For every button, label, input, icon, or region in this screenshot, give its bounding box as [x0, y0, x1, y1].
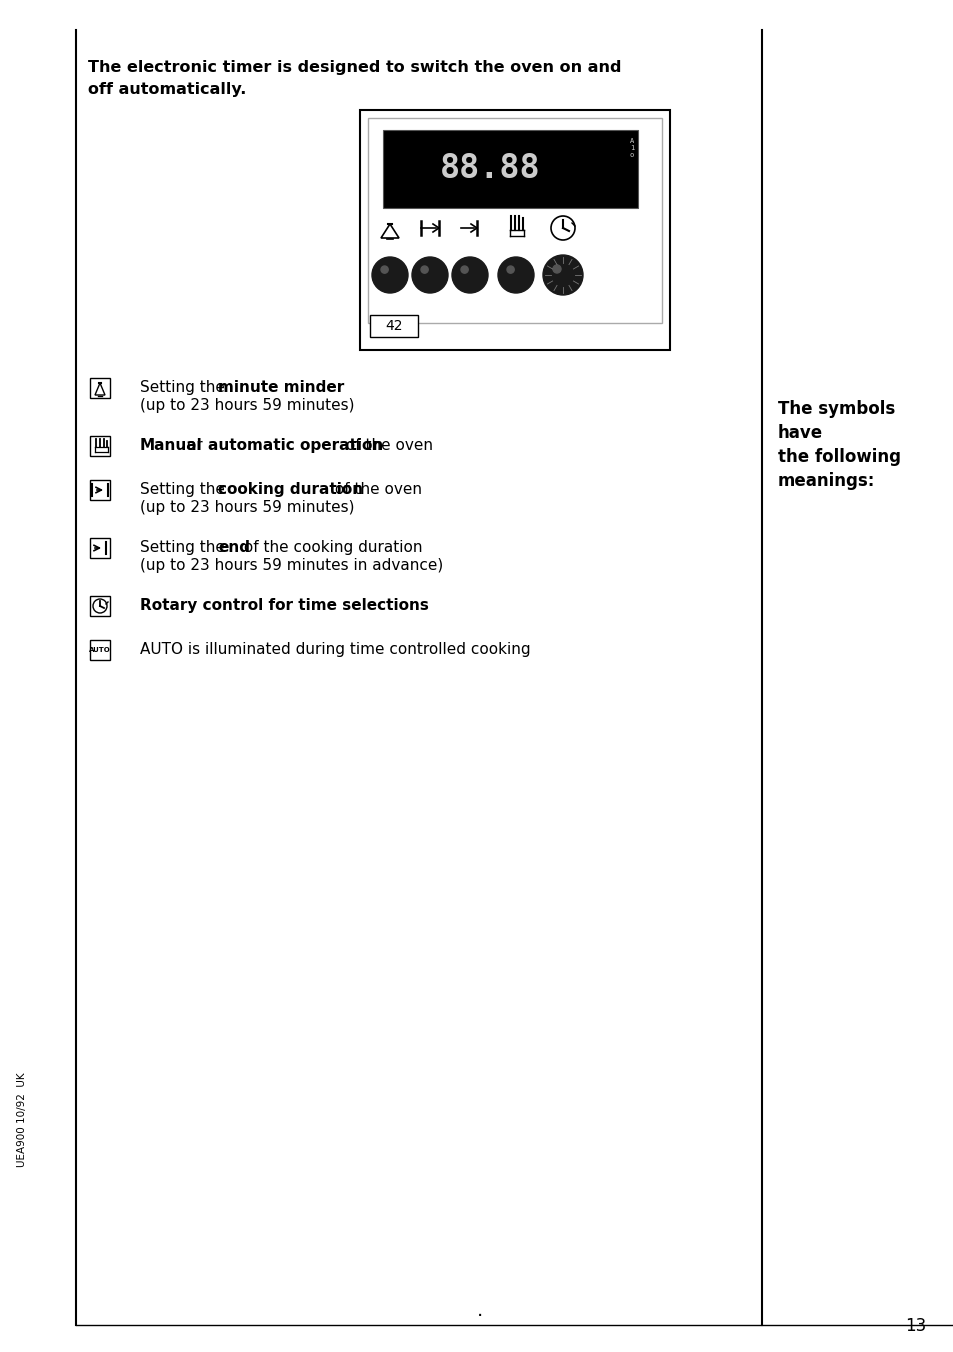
- Text: The symbols: The symbols: [778, 400, 894, 418]
- Text: of the cooking duration: of the cooking duration: [239, 539, 422, 556]
- Circle shape: [372, 257, 408, 293]
- Bar: [382, 130, 638, 208]
- Bar: [90, 435, 110, 456]
- Text: 42: 42: [385, 319, 402, 333]
- Text: UEA900 10/92  UK: UEA900 10/92 UK: [17, 1072, 27, 1167]
- Text: the following: the following: [778, 448, 900, 466]
- Text: of the oven: of the oven: [330, 483, 421, 498]
- Bar: [90, 639, 110, 660]
- Text: Manual: Manual: [140, 438, 203, 453]
- Circle shape: [506, 266, 514, 273]
- Text: 13: 13: [904, 1317, 925, 1334]
- Bar: [90, 538, 110, 558]
- Text: A
1
o: A 1 o: [629, 138, 634, 158]
- Circle shape: [542, 256, 582, 295]
- Text: AUTO is illuminated during time controlled cooking: AUTO is illuminated during time controll…: [140, 642, 530, 657]
- Circle shape: [420, 266, 428, 273]
- Bar: [90, 480, 110, 500]
- Text: (up to 23 hours 59 minutes in advance): (up to 23 hours 59 minutes in advance): [140, 558, 443, 573]
- Text: end: end: [218, 539, 250, 556]
- Text: of the oven: of the oven: [340, 438, 433, 453]
- Text: minute minder: minute minder: [218, 380, 344, 395]
- Text: (up to 23 hours 59 minutes): (up to 23 hours 59 minutes): [140, 500, 355, 515]
- Text: automatic operation: automatic operation: [208, 438, 383, 453]
- Text: Setting the: Setting the: [140, 380, 230, 395]
- Circle shape: [553, 265, 560, 273]
- Text: cooking duration: cooking duration: [218, 483, 363, 498]
- Circle shape: [380, 266, 388, 273]
- Circle shape: [452, 257, 488, 293]
- Text: (up to 23 hours 59 minutes): (up to 23 hours 59 minutes): [140, 397, 355, 412]
- Text: meanings:: meanings:: [778, 472, 875, 489]
- Text: AUTO: AUTO: [89, 648, 111, 653]
- Text: The electronic timer is designed to switch the oven on and: The electronic timer is designed to swit…: [88, 59, 620, 74]
- Circle shape: [412, 257, 448, 293]
- Text: or: or: [182, 438, 208, 453]
- Bar: [368, 118, 661, 323]
- Text: Setting the: Setting the: [140, 483, 230, 498]
- Bar: [90, 379, 110, 397]
- Bar: [90, 596, 110, 617]
- Bar: [370, 315, 417, 337]
- Text: have: have: [778, 425, 822, 442]
- Circle shape: [497, 257, 534, 293]
- Text: 88.88: 88.88: [439, 153, 539, 185]
- Text: off automatically.: off automatically.: [88, 82, 246, 97]
- Text: Setting the: Setting the: [140, 539, 230, 556]
- Bar: [359, 110, 669, 350]
- Text: Rotary control for time selections: Rotary control for time selections: [140, 598, 429, 612]
- Text: .: .: [476, 1301, 482, 1320]
- Circle shape: [460, 266, 468, 273]
